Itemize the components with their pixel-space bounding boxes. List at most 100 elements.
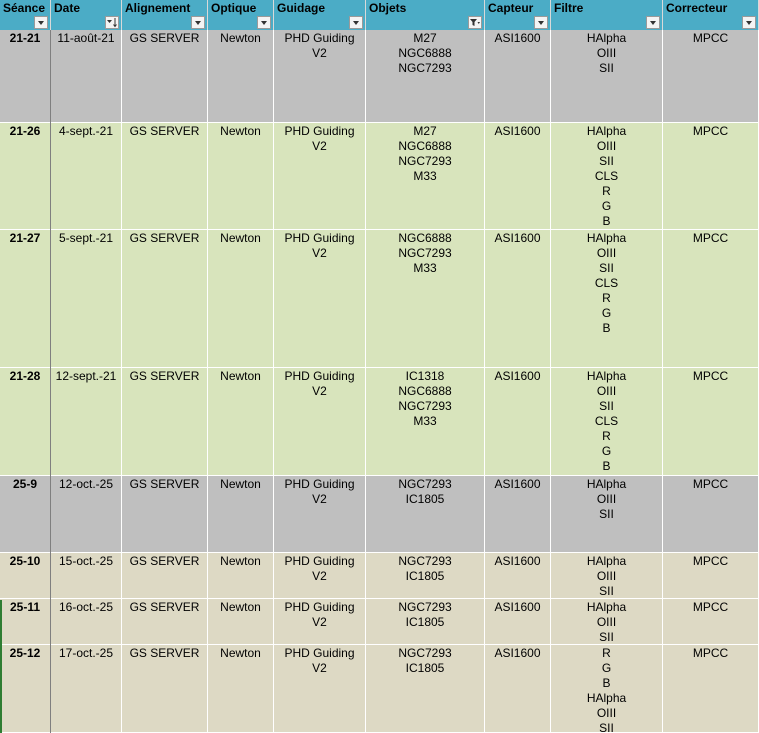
cell-capteur[interactable]: ASI1600 [485, 30, 551, 122]
cell-correcteur[interactable]: MPCC [663, 123, 759, 229]
cell-filtre[interactable]: HAlpha OIII SII CLS R G B [551, 368, 663, 475]
cell-date[interactable]: 4-sept.-21 [51, 123, 122, 229]
cell-correcteur[interactable]: MPCC [663, 599, 759, 644]
header-date[interactable]: Date [51, 0, 122, 30]
cell-text: Newton [220, 646, 261, 660]
cell-filtre[interactable]: HAlpha OIII SII [551, 30, 663, 122]
cell-alignement[interactable]: GS SERVER [122, 123, 208, 229]
cell-guidage[interactable]: PHD Guiding V2 [274, 553, 366, 598]
cell-text: Newton [220, 600, 261, 614]
filter-dropdown-icon[interactable] [257, 16, 271, 29]
header-seance[interactable]: Séance [0, 0, 51, 30]
cell-seance[interactable]: 21-21 [0, 30, 51, 122]
cell-date[interactable]: 12-sept.-21 [51, 368, 122, 475]
cell-optique[interactable]: Newton [208, 230, 274, 367]
cell-alignement[interactable]: GS SERVER [122, 476, 208, 552]
cell-capteur[interactable]: ASI1600 [485, 553, 551, 598]
cell-guidage[interactable]: PHD Guiding V2 [274, 476, 366, 552]
table-row: 25-10 15-oct.-25 GS SERVER Newton PHD Guidin… [0, 553, 759, 599]
cell-text: GS SERVER [129, 124, 200, 138]
cell-text: ASI1600 [494, 369, 541, 383]
cell-date[interactable]: 15-oct.-25 [51, 553, 122, 598]
cell-seance[interactable]: 21-27 [0, 230, 51, 367]
cell-filtre[interactable]: HAlpha OIII SII CLS R G B [551, 123, 663, 229]
cell-objets[interactable]: NGC7293 IC1805 [366, 553, 485, 598]
sort-filter-icon[interactable] [105, 16, 119, 29]
cell-correcteur[interactable]: MPCC [663, 368, 759, 475]
cell-optique[interactable]: Newton [208, 123, 274, 229]
cell-guidage[interactable]: PHD Guiding V2 [274, 599, 366, 644]
header-objets[interactable]: Objets [366, 0, 485, 30]
cell-seance[interactable]: 25-9 [0, 476, 51, 552]
cell-alignement[interactable]: GS SERVER [122, 368, 208, 475]
cell-filtre[interactable]: HAlpha OIII SII CLS R G B [551, 230, 663, 367]
cell-capteur[interactable]: ASI1600 [485, 230, 551, 367]
cell-objets[interactable]: NGC6888 NGC7293 M33 [366, 230, 485, 367]
cell-filtre[interactable]: HAlpha OIII SII [551, 476, 663, 552]
cell-correcteur[interactable]: MPCC [663, 476, 759, 552]
cell-guidage[interactable]: PHD Guiding V2 [274, 123, 366, 229]
cell-guidage[interactable]: PHD Guiding V2 [274, 230, 366, 367]
cell-optique[interactable]: Newton [208, 553, 274, 598]
cell-capteur[interactable]: ASI1600 [485, 599, 551, 644]
cell-line: B [602, 214, 611, 228]
filter-dropdown-icon[interactable] [534, 16, 548, 29]
cell-guidage[interactable]: PHD Guiding V2 [274, 368, 366, 475]
cell-optique[interactable]: Newton [208, 476, 274, 552]
header-filtre[interactable]: Filtre [551, 0, 663, 30]
cell-correcteur[interactable]: MPCC [663, 30, 759, 122]
cell-filtre[interactable]: R G B HAlpha OIII SII [551, 645, 663, 732]
cell-capteur[interactable]: ASI1600 [485, 645, 551, 732]
cell-date[interactable]: 12-oct.-25 [51, 476, 122, 552]
cell-date[interactable]: 5-sept.-21 [51, 230, 122, 367]
cell-seance[interactable]: 21-26 [0, 123, 51, 229]
cell-guidage[interactable]: PHD Guiding V2 [274, 645, 366, 732]
cell-optique[interactable]: Newton [208, 368, 274, 475]
cell-filtre[interactable]: HAlpha OIII SII [551, 599, 663, 644]
cell-line: PHD Guiding [284, 554, 355, 568]
cell-optique[interactable]: Newton [208, 645, 274, 732]
cell-alignement[interactable]: GS SERVER [122, 553, 208, 598]
filter-dropdown-icon[interactable] [34, 16, 48, 29]
cell-capteur[interactable]: ASI1600 [485, 123, 551, 229]
cell-objets[interactable]: M27 NGC6888 NGC7293 [366, 30, 485, 122]
cell-filtre[interactable]: HAlpha OIII SII [551, 553, 663, 598]
cell-alignement[interactable]: GS SERVER [122, 599, 208, 644]
cell-correcteur[interactable]: MPCC [663, 553, 759, 598]
cell-optique[interactable]: Newton [208, 30, 274, 122]
cell-optique[interactable]: Newton [208, 599, 274, 644]
filter-dropdown-icon[interactable] [191, 16, 205, 29]
table-row: 25-11 16-oct.-25 GS SERVER Newton PHD Guidin… [0, 599, 759, 645]
cell-correcteur[interactable]: MPCC [663, 230, 759, 367]
cell-date[interactable]: 17-oct.-25 [51, 645, 122, 732]
cell-date[interactable]: 11-août-21 [51, 30, 122, 122]
header-alignement[interactable]: Alignement [122, 0, 208, 30]
header-guidage[interactable]: Guidage [274, 0, 366, 30]
filter-dropdown-icon[interactable] [742, 16, 756, 29]
header-optique[interactable]: Optique [208, 0, 274, 30]
cell-capteur[interactable]: ASI1600 [485, 368, 551, 475]
cell-alignement[interactable]: GS SERVER [122, 645, 208, 732]
cell-objets[interactable]: IC1318 NGC6888 NGC7293 M33 [366, 368, 485, 475]
cell-seance[interactable]: 21-28 [0, 368, 51, 475]
cell-objets[interactable]: NGC7293 IC1805 [366, 476, 485, 552]
cell-seance[interactable]: 25-12 [0, 645, 51, 732]
filter-dropdown-icon[interactable] [646, 16, 660, 29]
cell-objets[interactable]: NGC7293 IC1805 [366, 599, 485, 644]
header-capteur[interactable]: Capteur [485, 0, 551, 30]
cell-seance[interactable]: 25-10 [0, 553, 51, 598]
cell-date[interactable]: 16-oct.-25 [51, 599, 122, 644]
cell-capteur[interactable]: ASI1600 [485, 476, 551, 552]
cell-objets[interactable]: M27 NGC6888 NGC7293 M33 [366, 123, 485, 229]
cell-alignement[interactable]: GS SERVER [122, 30, 208, 122]
cell-guidage[interactable]: PHD Guiding V2 [274, 30, 366, 122]
cell-text: 16-oct.-25 [58, 600, 114, 614]
filter-dropdown-icon[interactable] [349, 16, 363, 29]
cell-alignement[interactable]: GS SERVER [122, 230, 208, 367]
cell-correcteur[interactable]: MPCC [663, 645, 759, 732]
cell-seance[interactable]: 25-11 [0, 599, 51, 644]
cell-objets[interactable]: NGC7293 IC1805 [366, 645, 485, 732]
active-filter-icon[interactable] [468, 16, 482, 29]
header-label: Date [54, 1, 81, 15]
header-correcteur[interactable]: Correcteur [663, 0, 759, 30]
